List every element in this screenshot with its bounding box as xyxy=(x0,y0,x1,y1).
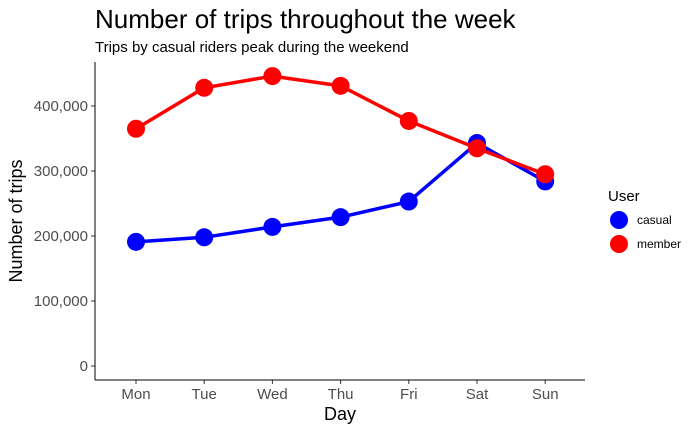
data-point-casual xyxy=(195,228,214,247)
legend-label: casual xyxy=(637,213,672,227)
data-point-member xyxy=(331,76,350,95)
y-tick-label: 100,000 xyxy=(34,293,88,310)
legend-key xyxy=(610,211,628,229)
x-tick-label: Wed xyxy=(257,386,288,403)
series-layer xyxy=(127,67,555,251)
data-point-casual xyxy=(263,217,282,236)
x-tick-label: Sat xyxy=(466,386,489,403)
data-point-member xyxy=(399,111,418,130)
data-point-member xyxy=(263,67,282,86)
x-tick-label: Mon xyxy=(121,386,150,403)
legend-item-member: member xyxy=(610,235,681,253)
data-point-member xyxy=(468,139,486,158)
data-point-casual xyxy=(399,192,418,211)
series-member xyxy=(127,67,555,184)
legend-item-casual: casual xyxy=(610,211,672,229)
y-tick-label: 0 xyxy=(80,358,88,375)
data-point-casual xyxy=(331,208,350,227)
data-point-casual xyxy=(127,232,145,251)
x-axis: Mon Tue Wed Thu Fri Sat Sun xyxy=(121,380,559,403)
y-axis: 0 100,000 200,000 300,000 400,000 xyxy=(34,98,95,375)
y-tick-label: 400,000 xyxy=(34,98,88,115)
y-tick-label: 300,000 xyxy=(34,163,88,180)
legend-title: User xyxy=(608,188,640,205)
chart-title: Number of trips throughout the week xyxy=(95,4,517,34)
x-tick-label: Fri xyxy=(400,386,418,403)
data-point-member xyxy=(127,119,145,138)
legend-key xyxy=(610,235,628,253)
legend-label: member xyxy=(637,237,681,251)
y-tick-label: 200,000 xyxy=(34,228,88,245)
x-tick-label: Tue xyxy=(192,386,217,403)
y-axis-title: Number of trips xyxy=(6,159,26,282)
x-tick-label: Sun xyxy=(532,386,559,403)
x-axis-title: Day xyxy=(324,404,356,424)
series-line-casual xyxy=(135,141,547,244)
x-tick-label: Thu xyxy=(328,386,354,403)
legend: User casual member xyxy=(608,188,681,253)
data-point-member xyxy=(195,78,214,97)
data-point-member xyxy=(536,165,555,184)
chart-subtitle: Trips by casual riders peak during the w… xyxy=(95,39,409,56)
